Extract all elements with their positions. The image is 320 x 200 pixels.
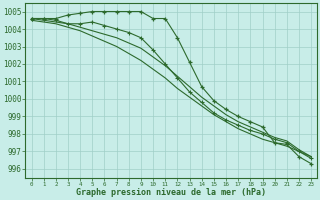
X-axis label: Graphe pression niveau de la mer (hPa): Graphe pression niveau de la mer (hPa)	[76, 188, 266, 197]
